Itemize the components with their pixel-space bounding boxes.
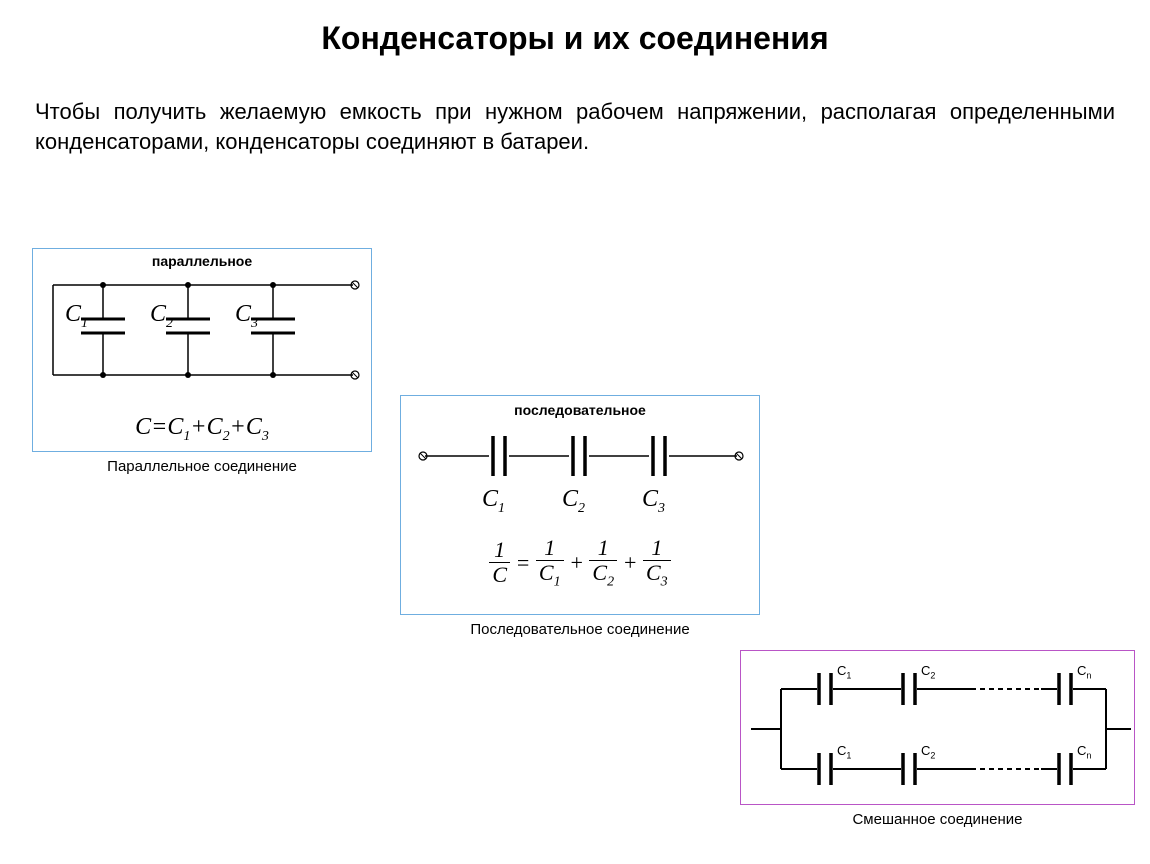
mixed-panel: C1 C2 Cn C1 C2 Cn <box>740 650 1135 805</box>
mixed-top-cn: Cn <box>1077 663 1091 681</box>
series-panel: последовательное C1 C2 C3 <box>400 395 760 615</box>
parallel-c3-label: C3 <box>235 301 258 332</box>
series-c3-label: C3 <box>642 486 665 517</box>
page-title: Конденсаторы и их соединения <box>0 0 1150 67</box>
mixed-bot-c1: C1 <box>837 743 851 761</box>
series-header: последовательное <box>401 402 759 418</box>
mixed-top-c1: C1 <box>837 663 851 681</box>
parallel-caption: Параллельное соединение <box>32 458 372 475</box>
mixed-bot-c2: C2 <box>921 743 935 761</box>
series-c1-label: C1 <box>482 486 505 517</box>
parallel-c2-label: C2 <box>150 301 173 332</box>
parallel-c1-label: C1 <box>65 301 88 332</box>
mixed-caption: Смешанное соединение <box>740 811 1135 828</box>
parallel-circuit <box>33 267 373 417</box>
parallel-panel: параллельное <box>32 248 372 452</box>
series-caption: Последовательное соединение <box>400 621 760 638</box>
mixed-top-c2: C2 <box>921 663 935 681</box>
parallel-formula: C=C1+C2+C3 <box>33 414 371 445</box>
series-c2-label: C2 <box>562 486 585 517</box>
mixed-bot-cn: Cn <box>1077 743 1091 761</box>
series-formula: 1C = 1C1 + 1C2 + 1C3 <box>401 536 759 590</box>
intro-text: Чтобы получить желаемую емкость при нужн… <box>0 67 1150 171</box>
